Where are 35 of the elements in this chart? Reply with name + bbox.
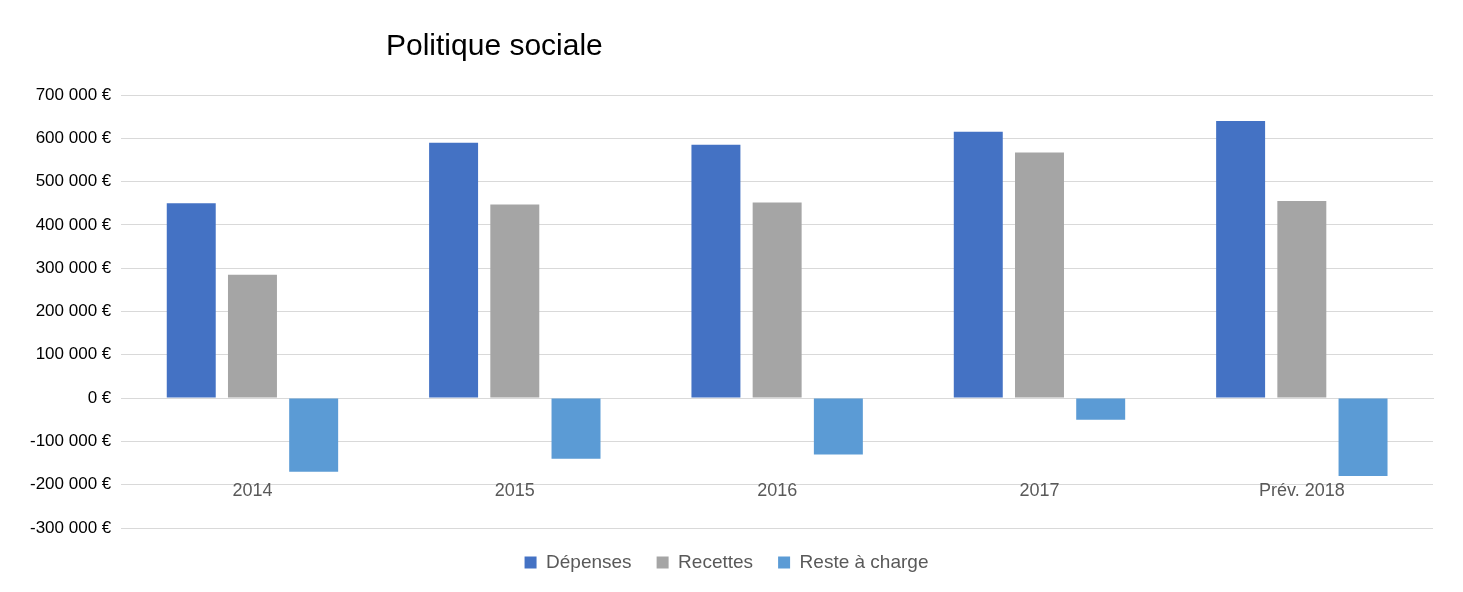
bar: [1277, 201, 1327, 398]
x-tick-label: 2017: [1019, 479, 1060, 500]
bar: [166, 203, 216, 398]
x-tick-label: 2016: [757, 479, 798, 500]
bar: [813, 398, 863, 455]
x-tick-label: 2015: [494, 479, 535, 500]
bar: [429, 142, 479, 398]
y-tick-label: 0 €: [87, 387, 112, 407]
x-tick-label: 2014: [232, 479, 273, 500]
y-tick-label: 200 000 €: [35, 301, 112, 321]
bar: [953, 131, 1003, 398]
bar: [1338, 398, 1388, 477]
y-tick-label: 600 000 €: [35, 127, 112, 147]
bar: [1015, 152, 1064, 398]
y-tick-label: 100 000 €: [35, 344, 112, 364]
y-tick-label: 700 000 €: [35, 84, 112, 104]
bar: [490, 204, 540, 398]
bar: [752, 202, 802, 398]
legend-label: Recettes: [678, 550, 754, 572]
legend-label: Reste à charge: [799, 550, 929, 572]
y-tick-label: -100 000 €: [29, 431, 112, 451]
bar: [227, 274, 277, 398]
bar: [289, 398, 339, 472]
y-tick-label: -300 000 €: [29, 517, 112, 537]
y-tick-label: 300 000 €: [35, 257, 112, 277]
y-tick-label: 500 000 €: [35, 171, 112, 191]
bar: [1216, 120, 1266, 398]
y-tick-label: -200 000 €: [29, 474, 112, 494]
x-tick-label: Prév. 2018: [1258, 479, 1345, 500]
bar: [551, 398, 601, 459]
legend-label: Dépenses: [546, 550, 632, 572]
chart-title: Politique sociale: [386, 28, 603, 62]
bar: [691, 144, 741, 398]
bar: [1076, 398, 1126, 420]
y-tick-label: 400 000 €: [35, 214, 112, 234]
